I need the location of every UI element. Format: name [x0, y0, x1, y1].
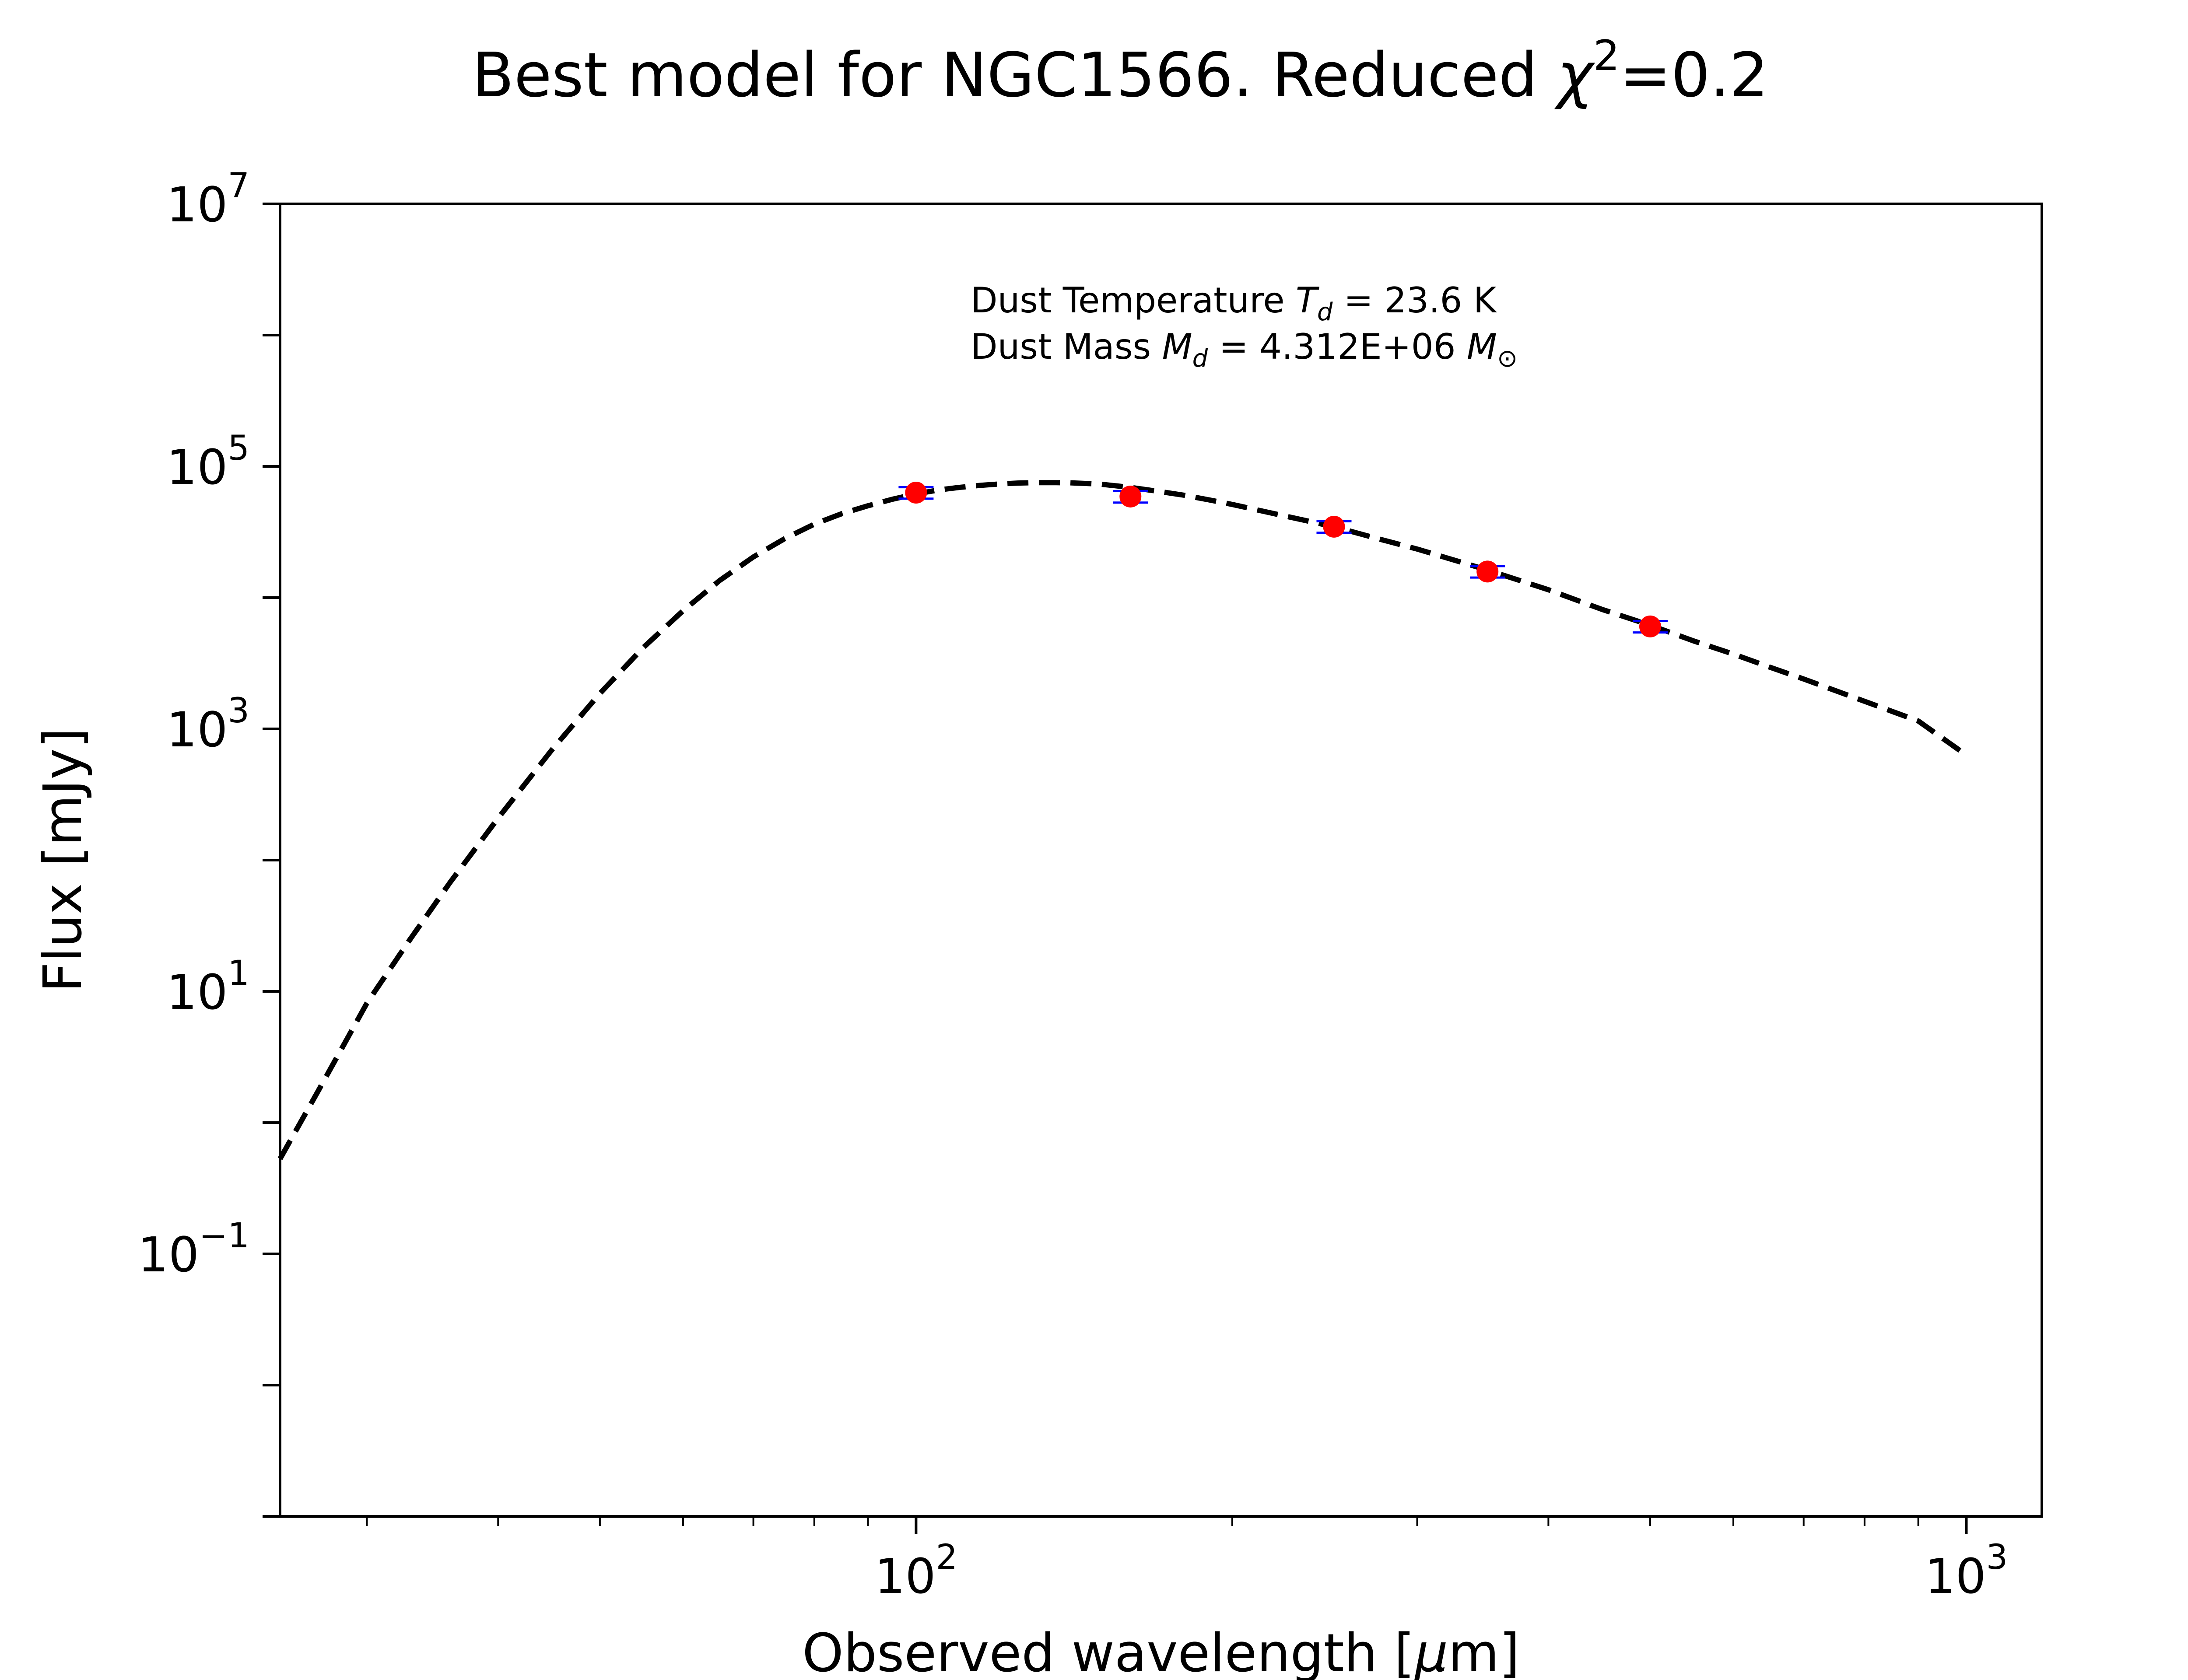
- anno-temp-text: Dust Temperature: [971, 280, 1296, 321]
- x-tick-exp: 2: [936, 1538, 958, 1577]
- anno-mass-val: = 4.312E+06: [1208, 326, 1467, 367]
- y-tick-exp: 1: [228, 954, 249, 993]
- chart-title: Best model for NGC1566. Reduced χ2=0.2: [472, 32, 1769, 111]
- anno-mass-unit: M: [1467, 326, 1497, 367]
- x-tick-exp: 3: [1986, 1538, 2008, 1577]
- y-tick-label: 103: [166, 691, 249, 758]
- plot-frame: [279, 203, 2043, 1518]
- data-point: [1639, 615, 1661, 637]
- data-point: [905, 481, 927, 504]
- title-prefix: Best model for NGC1566. Reduced: [472, 40, 1557, 111]
- x-axis-label: Observed wavelength [μm]: [802, 1623, 1520, 1680]
- y-tick-exp: 5: [228, 429, 249, 468]
- x-tick-label: 102: [875, 1538, 958, 1604]
- y-tick-exp: 7: [228, 166, 249, 206]
- anno-temp-val: = 23.6 K: [1332, 280, 1497, 321]
- y-tick-base: 10: [138, 1227, 199, 1283]
- y-tick-exp: −1: [199, 1216, 249, 1256]
- model-curve: [277, 480, 1968, 1160]
- title-sup: 2: [1593, 32, 1620, 80]
- y-tick-base: 10: [166, 177, 228, 233]
- data-point: [1476, 560, 1499, 583]
- y-tick-base: 10: [166, 702, 228, 758]
- y-tick-base: 10: [166, 964, 228, 1020]
- anno-mass-text: Dust Mass: [971, 326, 1162, 367]
- title-suffix: =0.2: [1620, 40, 1768, 111]
- y-tick-label: 10−1: [138, 1216, 249, 1283]
- xlabel-suffix: m]: [1448, 1623, 1520, 1680]
- title-chi: χ: [1554, 40, 1595, 111]
- anno-temp-sub: d: [1317, 298, 1333, 326]
- anno-temp-sym: T: [1296, 280, 1320, 321]
- annotation-mass: Dust Mass Md = 4.312E+06 M⊙: [971, 326, 1518, 373]
- plot-area: [277, 480, 1968, 1160]
- y-tick-label: 105: [166, 429, 249, 495]
- data-point: [1119, 485, 1142, 508]
- x-tick-base: 10: [875, 1548, 936, 1604]
- y-tick-label: 101: [166, 954, 249, 1020]
- axis-ticks: [263, 203, 1968, 1534]
- data-point: [1323, 515, 1345, 538]
- xlabel-mu: μ: [1414, 1623, 1448, 1680]
- anno-mass-sym: M: [1162, 326, 1192, 367]
- xlabel-prefix: Observed wavelength [: [802, 1623, 1414, 1680]
- x-tick-label: 103: [1925, 1538, 2008, 1604]
- y-tick-base: 10: [166, 439, 228, 495]
- anno-mass-unit-sub: ⊙: [1497, 344, 1518, 373]
- x-tick-base: 10: [1925, 1548, 1986, 1604]
- annotation-temperature: Dust Temperature Td = 23.6 K: [971, 280, 1497, 326]
- y-tick-exp: 3: [228, 691, 249, 731]
- y-tick-label: 107: [166, 166, 249, 233]
- anno-mass-sub: d: [1192, 344, 1208, 373]
- y-axis-label: Flux [mJy]: [33, 728, 94, 993]
